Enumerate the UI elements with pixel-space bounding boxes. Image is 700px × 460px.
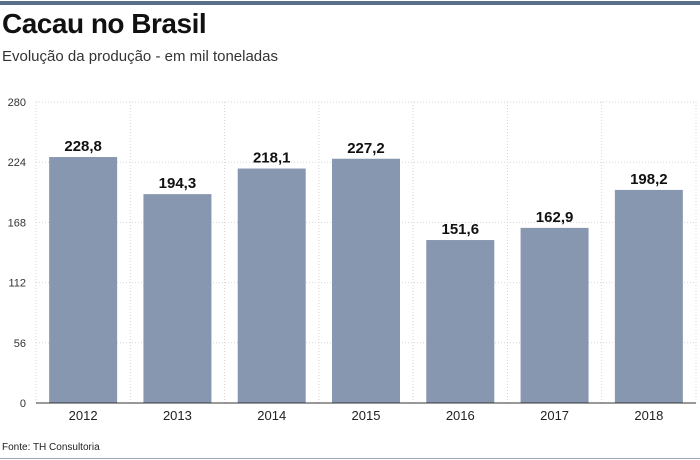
x-tick-label-2013: 2013 (163, 408, 192, 423)
value-label-2018: 198,2 (630, 171, 668, 188)
bottom-rule (0, 458, 700, 459)
value-label-2016: 151,6 (442, 221, 480, 238)
bar-2014 (237, 168, 306, 403)
bar-chart: 0 56 112 168 224 280 228,8 2012 194,3 2013 218,1 20… (8, 97, 697, 423)
bar-2012 (49, 157, 118, 403)
bar-2018 (614, 189, 683, 403)
bar-2015 (332, 158, 400, 403)
x-tick-label-2012: 2012 (69, 408, 98, 423)
value-label-2014: 218,1 (253, 150, 291, 167)
x-tick-label-2014: 2014 (257, 408, 286, 423)
chart-title: Cacau no Brasil (2, 8, 207, 39)
y-tick-label: 224 (8, 157, 26, 169)
y-tick-label: 56 (14, 338, 26, 350)
x-tick-label-2018: 2018 (634, 408, 663, 423)
value-label-2013: 194,3 (159, 175, 197, 192)
value-label-2017: 162,9 (536, 209, 574, 226)
value-label-2012: 228,8 (64, 138, 102, 155)
y-tick-label: 280 (8, 97, 26, 109)
value-label-2015: 227,2 (347, 140, 385, 157)
y-tick-label: 168 (8, 217, 26, 229)
x-tick-label-2017: 2017 (540, 408, 569, 423)
source-note: Fonte: TH Consultoria (2, 442, 100, 453)
bar-2013 (143, 194, 212, 403)
bar-2017 (520, 227, 589, 403)
x-tick-label-2016: 2016 (446, 408, 475, 423)
top-rule (0, 1, 700, 5)
x-tick-label-2015: 2015 (352, 408, 381, 423)
chart-subtitle: Evolução da produção - em mil toneladas (2, 48, 278, 65)
y-tick-label: 112 (8, 278, 26, 290)
bar-2016 (426, 240, 495, 403)
y-tick-label: 0 (20, 398, 26, 410)
